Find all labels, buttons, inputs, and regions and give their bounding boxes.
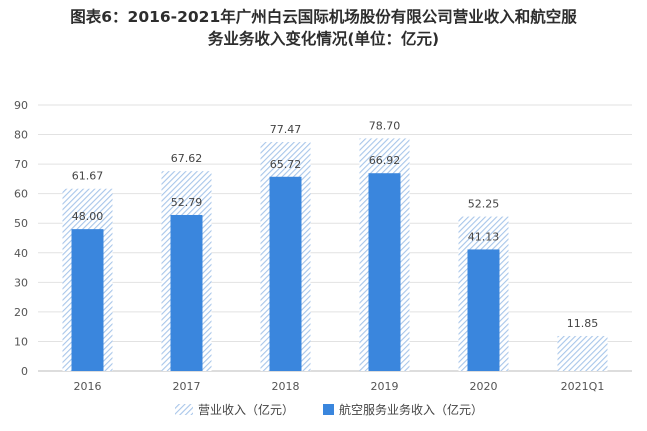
data-label-revenue: 61.67 <box>72 170 104 183</box>
y-tick-label: 0 <box>21 365 28 378</box>
legend-label-aviation-service: 航空服务业务收入（亿元） <box>339 402 483 417</box>
bar-aviation-service <box>467 249 500 371</box>
legend-label-revenue: 营业收入（亿元） <box>198 402 294 417</box>
chart-title-line-2: 务业务收入变化情况(单位：亿元) <box>207 30 440 48</box>
chart-title-line-1: 图表6：2016-2021年广州白云国际机场股份有限公司营业收入和航空服 <box>70 8 577 26</box>
y-tick-label: 60 <box>14 188 28 201</box>
y-tick-label: 50 <box>14 217 28 230</box>
x-tick-label: 2019 <box>371 380 399 393</box>
data-label-aviation-service: 41.13 <box>468 230 500 243</box>
x-axis: 2016 2017 2018 2019 2020 2021Q1 <box>74 380 605 393</box>
y-tick-label: 30 <box>14 276 28 289</box>
data-labels: 61.67 48.00 67.62 52.79 77.47 65.72 78.70 66.92… <box>72 119 599 330</box>
data-label-aviation-service: 65.72 <box>270 158 302 171</box>
legend: 营业收入（亿元） 航空服务业务收入（亿元） <box>175 402 483 417</box>
legend-swatch-aviation-service <box>323 404 334 415</box>
data-label-aviation-service: 66.92 <box>369 154 401 167</box>
x-tick-label: 2021Q1 <box>561 380 605 393</box>
y-tick-label: 90 <box>14 99 28 112</box>
y-tick-label: 40 <box>14 247 28 260</box>
y-tick-label: 10 <box>14 335 28 348</box>
data-label-revenue: 67.62 <box>171 152 203 165</box>
bar-revenue <box>557 335 608 371</box>
y-tick-label: 20 <box>14 306 28 319</box>
data-label-aviation-service: 48.00 <box>72 210 104 223</box>
x-tick-label: 2017 <box>173 380 201 393</box>
x-tick-label: 2020 <box>470 380 498 393</box>
x-tick-label: 2018 <box>272 380 300 393</box>
y-axis: 0 10 20 30 40 50 60 70 80 90 <box>14 99 28 378</box>
data-label-aviation-service: 52.79 <box>171 196 203 209</box>
bar-aviation-service <box>269 176 302 371</box>
bar-aviation-service <box>71 229 104 371</box>
data-label-revenue: 11.85 <box>567 317 599 330</box>
bars <box>62 138 608 371</box>
bar-aviation-service <box>170 214 203 371</box>
y-tick-label: 70 <box>14 158 28 171</box>
y-tick-label: 80 <box>14 129 28 142</box>
legend-swatch-revenue <box>175 404 193 415</box>
bar-aviation-service <box>368 173 401 371</box>
gridlines <box>38 104 632 372</box>
x-tick-label: 2016 <box>74 380 102 393</box>
chart-title: 图表6：2016-2021年广州白云国际机场股份有限公司营业收入和航空服 务业务… <box>0 6 647 50</box>
data-label-revenue: 78.70 <box>369 119 401 132</box>
data-label-revenue: 52.25 <box>468 198 500 211</box>
data-label-revenue: 77.47 <box>270 123 302 136</box>
